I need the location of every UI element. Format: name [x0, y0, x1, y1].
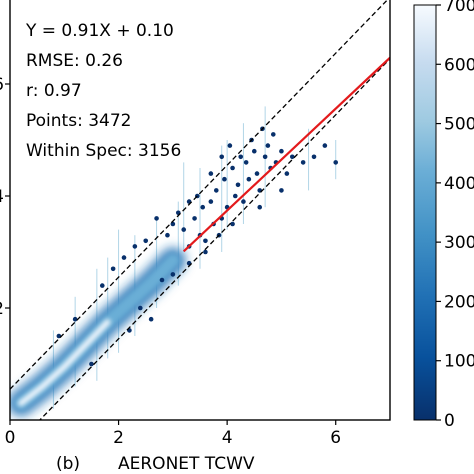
scatter-point [265, 143, 271, 148]
scatter-point [121, 255, 127, 260]
scatter-point [132, 244, 138, 249]
scatter-point [181, 227, 187, 232]
stats-within-spec: Within Spec: 3156 [26, 141, 181, 161]
spec-upper-line [10, 0, 389, 390]
scatter-point [213, 188, 219, 193]
scatter-point [289, 154, 295, 160]
y-axis-ticks: 2 4 6 [0, 75, 10, 319]
scatter-point [230, 165, 235, 171]
scatter-point [227, 143, 233, 148]
colorbar-gradient [413, 4, 437, 421]
scatter-point [137, 305, 143, 311]
x-tick-label: 6 [330, 428, 341, 448]
scatter-point [203, 249, 208, 255]
scatter-point [230, 221, 235, 227]
reference-lines [10, 0, 390, 420]
scatter-point [200, 204, 206, 210]
scatter-point [270, 132, 276, 137]
scatter-point [154, 216, 159, 221]
scatter-point [192, 216, 197, 221]
density-core-band [17, 319, 111, 407]
scatter-point [257, 204, 263, 210]
scatter-point [143, 238, 149, 244]
x-axis-ticks: 0 2 4 6 [5, 420, 341, 448]
scatter-point [251, 148, 257, 154]
scatter-point [311, 154, 317, 160]
scatter-point [159, 277, 165, 283]
scatter-point [208, 199, 214, 204]
panel-label: (b) [56, 454, 80, 474]
stats-r: r: 0.97 [26, 81, 82, 101]
scatter-point [170, 272, 176, 277]
scatter-point [222, 176, 227, 182]
scatter-point [322, 143, 328, 148]
scatter-point [241, 199, 246, 204]
scatter-point [254, 171, 260, 176]
colorbar: 0 100 200 300 400 500 600 700 [413, 0, 474, 431]
colorbar-tick-label: 300 [444, 233, 474, 253]
scatter-point [148, 316, 154, 322]
scatter-point [246, 176, 252, 182]
scatter-point [300, 160, 306, 165]
scatter-point [208, 171, 214, 176]
scatter-point [235, 182, 241, 188]
scatter-point [203, 238, 208, 244]
colorbar-tick-label: 700 [444, 0, 474, 16]
x-axis-label: AERONET TCWV [118, 454, 255, 474]
stats-points: Points: 3472 [26, 111, 131, 131]
colorbar-tick-label: 100 [444, 352, 474, 372]
scatter-point [170, 221, 176, 227]
spec-lower-line [38, 58, 390, 420]
scatter-point [219, 154, 225, 160]
y-tick-label: 2 [0, 299, 4, 319]
stats-fit-equation: Y = 0.91X + 0.10 [25, 21, 174, 41]
density-cloud [10, 247, 186, 417]
scatter-point [99, 283, 105, 288]
x-tick-label: 2 [113, 428, 124, 448]
scatter-point [333, 160, 339, 165]
scatter-point [279, 148, 284, 154]
y-tick-label: 4 [0, 187, 4, 207]
scatter-point [72, 316, 78, 322]
scatter-point [110, 266, 116, 272]
scatter-point [279, 188, 284, 193]
stats-rmse: RMSE: 0.26 [26, 51, 123, 71]
colorbar-tick-label: 500 [444, 115, 474, 135]
colorbar-tick-label: 0 [444, 411, 455, 431]
colorbar-tick-label: 200 [444, 292, 474, 312]
x-tick-label: 0 [5, 428, 16, 448]
x-tick-label: 4 [222, 428, 233, 448]
colorbar-tick-label: 600 [444, 55, 474, 75]
scatter-point [238, 154, 244, 160]
colorbar-tick-label: 400 [444, 174, 474, 194]
plot-area [10, 0, 390, 420]
scatter-point [165, 232, 170, 238]
scatter-point [243, 160, 249, 165]
colorbar-ticks: 0 100 200 300 400 500 600 700 [436, 0, 474, 431]
scatter-point [89, 361, 94, 367]
scatter-point [232, 193, 238, 199]
stats-box: Y = 0.91X + 0.10 RMSE: 0.26 r: 0.97 Poin… [25, 21, 181, 161]
scatter-point [262, 154, 268, 160]
y-tick-label: 6 [0, 75, 4, 95]
plot-frame [9, 0, 391, 421]
scatter-point [284, 171, 290, 176]
fit-line [182, 56, 390, 253]
